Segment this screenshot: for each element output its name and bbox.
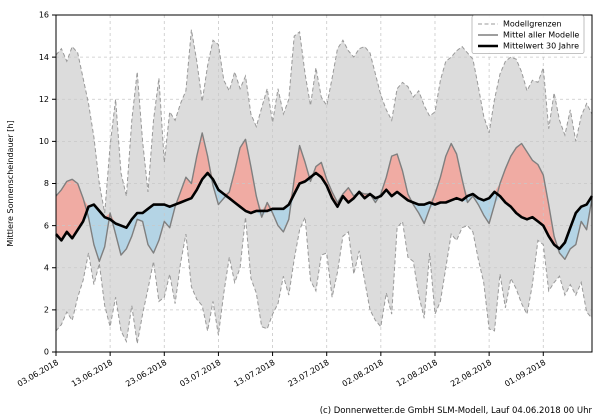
model-mean-line — [55, 132, 593, 263]
x-axis: 03.06.2018 13.06.2018 23.06.2018 03.07.2018… — [16, 352, 547, 389]
y-tick-label: 8 — [44, 179, 49, 188]
y-axis: 0 2 4 6 8 10 12 14 16 — [39, 11, 56, 357]
x-tick-label: 23.06.2018 — [124, 358, 168, 389]
x-tick-label: 23.07.2018 — [287, 358, 331, 389]
y-tick-label: 14 — [39, 53, 49, 62]
x-tick-label: 22.08.2018 — [449, 358, 493, 389]
y-tick-label: 6 — [44, 221, 49, 230]
legend-label: Modellgrenzen — [503, 20, 562, 29]
y-tick-label: 2 — [44, 306, 49, 315]
y-tick-label: 16 — [39, 11, 49, 20]
x-tick-label: 13.06.2018 — [70, 358, 114, 389]
x-tick-label: 02.08.2018 — [341, 358, 385, 389]
climate-mean-line — [55, 171, 594, 251]
below-normal-fill — [56, 173, 592, 262]
y-axis-label: Mittlere Sonnenscheindauer [h] — [6, 120, 15, 246]
x-tick-label: 03.06.2018 — [16, 358, 60, 389]
y-tick-label: 10 — [39, 137, 49, 146]
x-tick-label: 13.07.2018 — [232, 358, 276, 389]
x-tick-label: 12.08.2018 — [395, 358, 439, 389]
model-lower-bound-line — [55, 216, 593, 344]
x-tick-label: 03.07.2018 — [178, 358, 222, 389]
legend: Modellgrenzen Mittel aller Modelle Mittelw… — [471, 15, 585, 54]
legend-label: Mittelwert 30 Jahre — [503, 42, 579, 51]
legend-label: Mittel aller Modelle — [503, 31, 579, 40]
grid-lines — [56, 15, 592, 352]
legend-box — [471, 15, 585, 54]
caption: (c) Donnerwetter.de GmbH SLM-Modell, Lau… — [319, 406, 592, 416]
x-tick-label: 01.09.2018 — [503, 358, 547, 389]
y-tick-label: 0 — [44, 348, 49, 357]
model-upper-bound-line — [55, 29, 593, 214]
model-range-band — [56, 29, 592, 344]
y-tick-label: 12 — [39, 95, 49, 104]
y-tick-label: 4 — [44, 263, 49, 272]
